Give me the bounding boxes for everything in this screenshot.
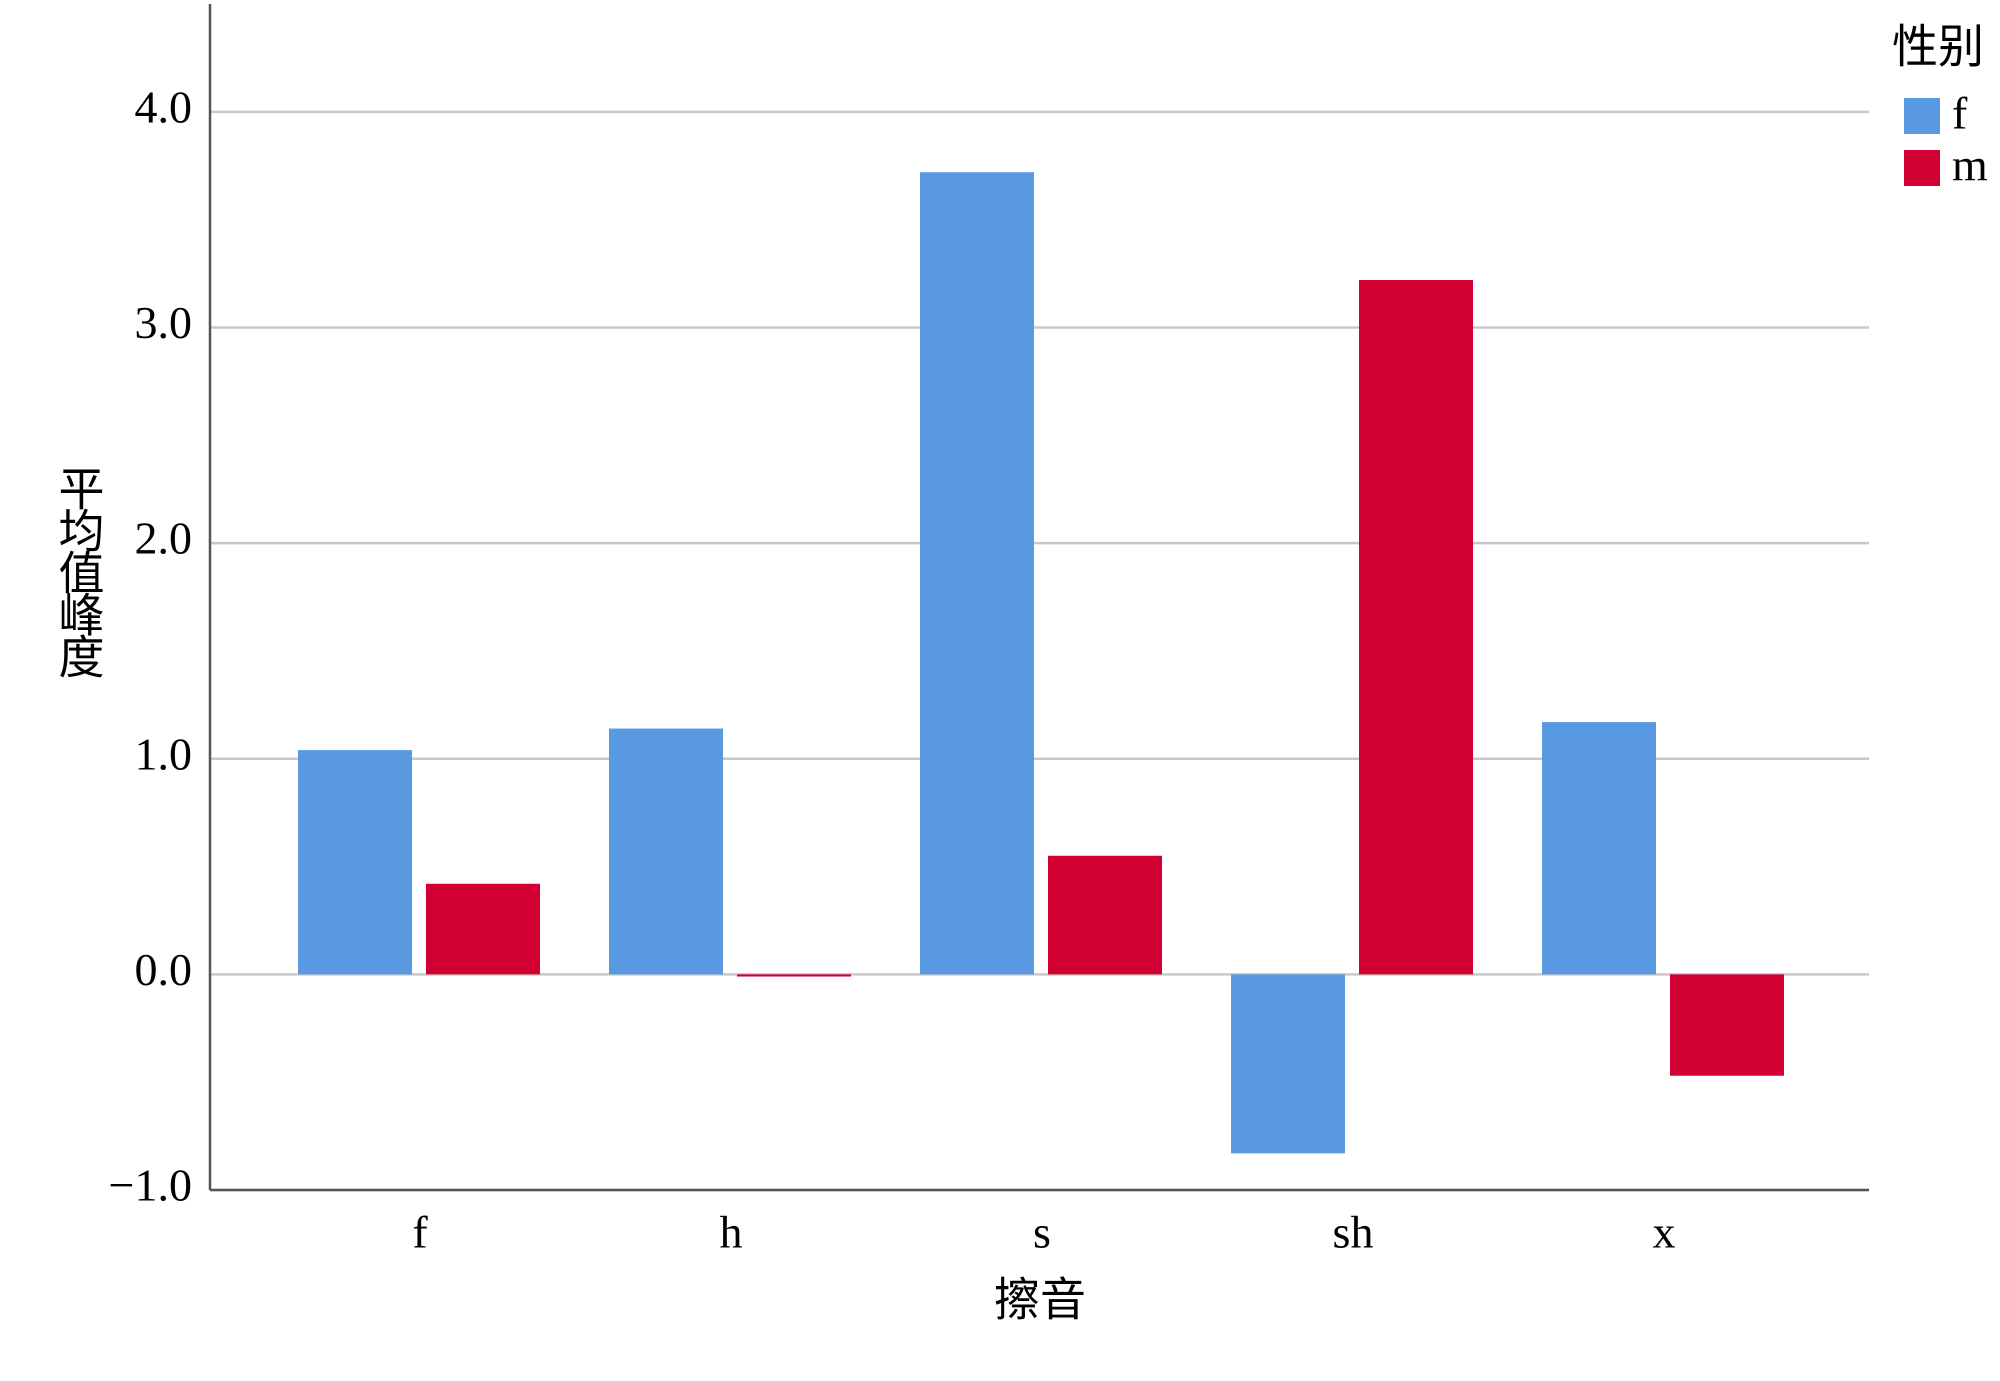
y-tick-label: 0.0 [135, 944, 193, 995]
x-axis-label: 擦音 [994, 1275, 1086, 1326]
y-tick-label: 1.0 [135, 728, 193, 779]
y-tick-label: 3.0 [135, 297, 193, 348]
y-tick-label: 2.0 [135, 513, 193, 564]
bar [1542, 722, 1656, 975]
x-tick-label: x [1653, 1207, 1676, 1258]
bar [1048, 855, 1162, 975]
x-tick-label: h [720, 1207, 743, 1258]
legend-title: 性别 [1892, 22, 1984, 73]
bar [920, 172, 1034, 975]
bar [298, 750, 412, 975]
x-tick-label: sh [1333, 1207, 1374, 1258]
bar [426, 883, 540, 975]
x-tick-label: s [1033, 1207, 1051, 1258]
legend-swatch [1904, 150, 1940, 186]
bar [1231, 974, 1345, 1154]
y-tick-label: −1.0 [109, 1160, 192, 1211]
bar [1670, 974, 1784, 1076]
legend-label: m [1952, 140, 1988, 191]
bar [737, 974, 851, 977]
bar [609, 728, 723, 975]
legend-label: f [1952, 88, 1968, 139]
legend-swatch [1904, 98, 1940, 134]
bar [1359, 280, 1473, 975]
x-tick-label: f [412, 1207, 428, 1258]
y-axis-label: 平均值峰度 [52, 465, 103, 678]
y-tick-label: 4.0 [135, 81, 193, 132]
